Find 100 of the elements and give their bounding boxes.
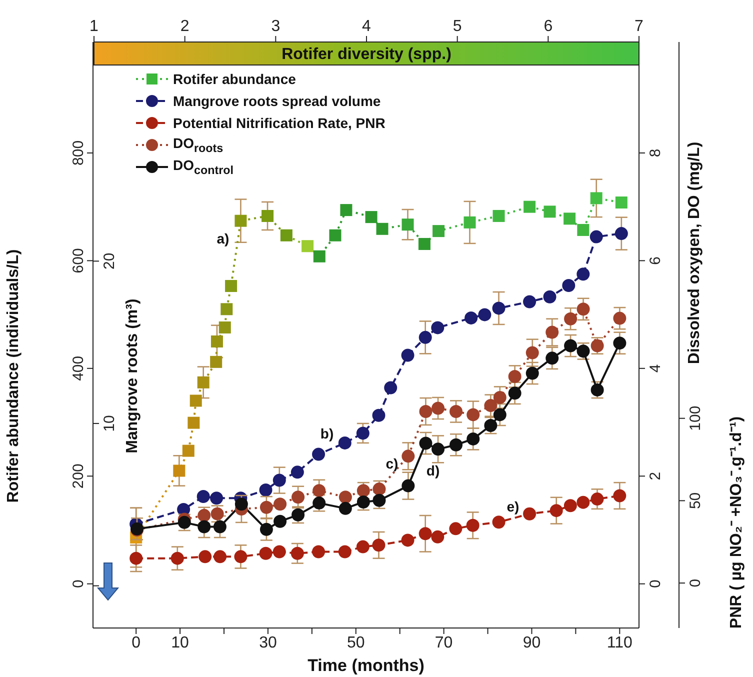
point [564, 339, 578, 352]
point [484, 399, 498, 412]
point [432, 442, 445, 456]
point [450, 438, 463, 452]
annotation: d) [426, 462, 440, 479]
point [419, 404, 432, 418]
y-tick-label: 0 [647, 580, 664, 588]
point [188, 416, 200, 429]
point [590, 383, 604, 396]
point [290, 546, 304, 560]
point [338, 436, 352, 450]
point [356, 426, 370, 440]
point [218, 321, 231, 334]
y3-axis-title: Mangrove roots (m³) [124, 298, 141, 454]
legend-label: Rotifer abundance [173, 71, 296, 87]
point [190, 394, 202, 407]
point [546, 352, 559, 365]
point [613, 489, 626, 502]
point [523, 295, 536, 308]
point [173, 464, 186, 477]
point [450, 404, 463, 418]
point [274, 498, 287, 511]
point [292, 490, 305, 504]
point [130, 552, 143, 565]
point [210, 356, 222, 368]
x2-tick-label: 5 [452, 18, 462, 35]
y-tick-label: 4 [647, 364, 664, 373]
y2-tick-label: 100 [687, 406, 704, 431]
x2-tick-label: 6 [544, 18, 553, 35]
point [372, 538, 386, 552]
y2-axis-title: PNR ( µg NO₂⁻ +NO₃⁻.g⁻¹.d⁻¹) [728, 416, 745, 629]
point [614, 227, 628, 240]
y2-tick-label: 50 [687, 492, 704, 510]
point [182, 444, 194, 457]
point [492, 210, 505, 222]
point [372, 494, 386, 507]
point [214, 550, 227, 564]
point [384, 381, 398, 394]
point [492, 516, 506, 529]
point [220, 303, 233, 316]
point [431, 321, 444, 334]
point [312, 448, 326, 461]
x2-axis-title: Rotifer diversity (spp.) [282, 46, 452, 63]
point [234, 498, 248, 511]
x2-tick-label: 4 [362, 18, 372, 35]
legend-label: DO$_{control}$ [173, 157, 234, 177]
point [478, 308, 492, 322]
x-axis-title: Time (months) [308, 656, 424, 675]
legend-label: Potential Nitrification Rate, PNR [173, 115, 386, 131]
point [493, 408, 506, 422]
point [564, 312, 578, 326]
y-tick-label: 800 [70, 140, 87, 166]
point [329, 229, 342, 242]
annotation: b) [320, 426, 334, 442]
point [312, 496, 326, 510]
y-tick-label: 400 [70, 356, 87, 381]
point [274, 514, 287, 528]
point [418, 330, 432, 344]
legend-label: DO$_{roots}$ [173, 135, 224, 155]
point [356, 495, 370, 508]
point [225, 280, 238, 292]
point [272, 474, 286, 487]
y3-tick-label: 20 [101, 252, 118, 270]
annotation: e) [506, 498, 520, 515]
point [356, 484, 370, 498]
point [313, 250, 326, 262]
annotation: a) [216, 230, 230, 247]
x-tick-label: 70 [434, 634, 453, 652]
point [280, 229, 292, 242]
point [576, 302, 590, 316]
point [338, 502, 352, 515]
point [508, 370, 522, 383]
point [544, 206, 556, 218]
point [262, 210, 274, 222]
point [234, 214, 247, 227]
point [372, 482, 386, 496]
point [401, 534, 414, 547]
point [419, 436, 432, 450]
y-axis-title: Rotifer abundance (individuals/L) [5, 249, 22, 503]
point [550, 504, 563, 518]
x2-tick-label: 3 [271, 18, 280, 35]
point [210, 335, 223, 348]
point [564, 499, 577, 512]
point [449, 522, 462, 536]
point [615, 196, 628, 209]
x2-tick-label: 7 [634, 18, 644, 35]
point [590, 192, 602, 204]
point [178, 516, 191, 529]
x-tick-label: 90 [522, 634, 541, 652]
y-tick-label: 600 [70, 248, 87, 274]
point [259, 546, 272, 560]
point [524, 200, 536, 213]
point [432, 225, 445, 238]
point [401, 348, 414, 362]
point [466, 432, 480, 446]
point [197, 376, 210, 388]
x2-tick-label: 2 [180, 18, 190, 35]
point [546, 326, 559, 339]
point [234, 550, 248, 564]
point [198, 550, 212, 564]
